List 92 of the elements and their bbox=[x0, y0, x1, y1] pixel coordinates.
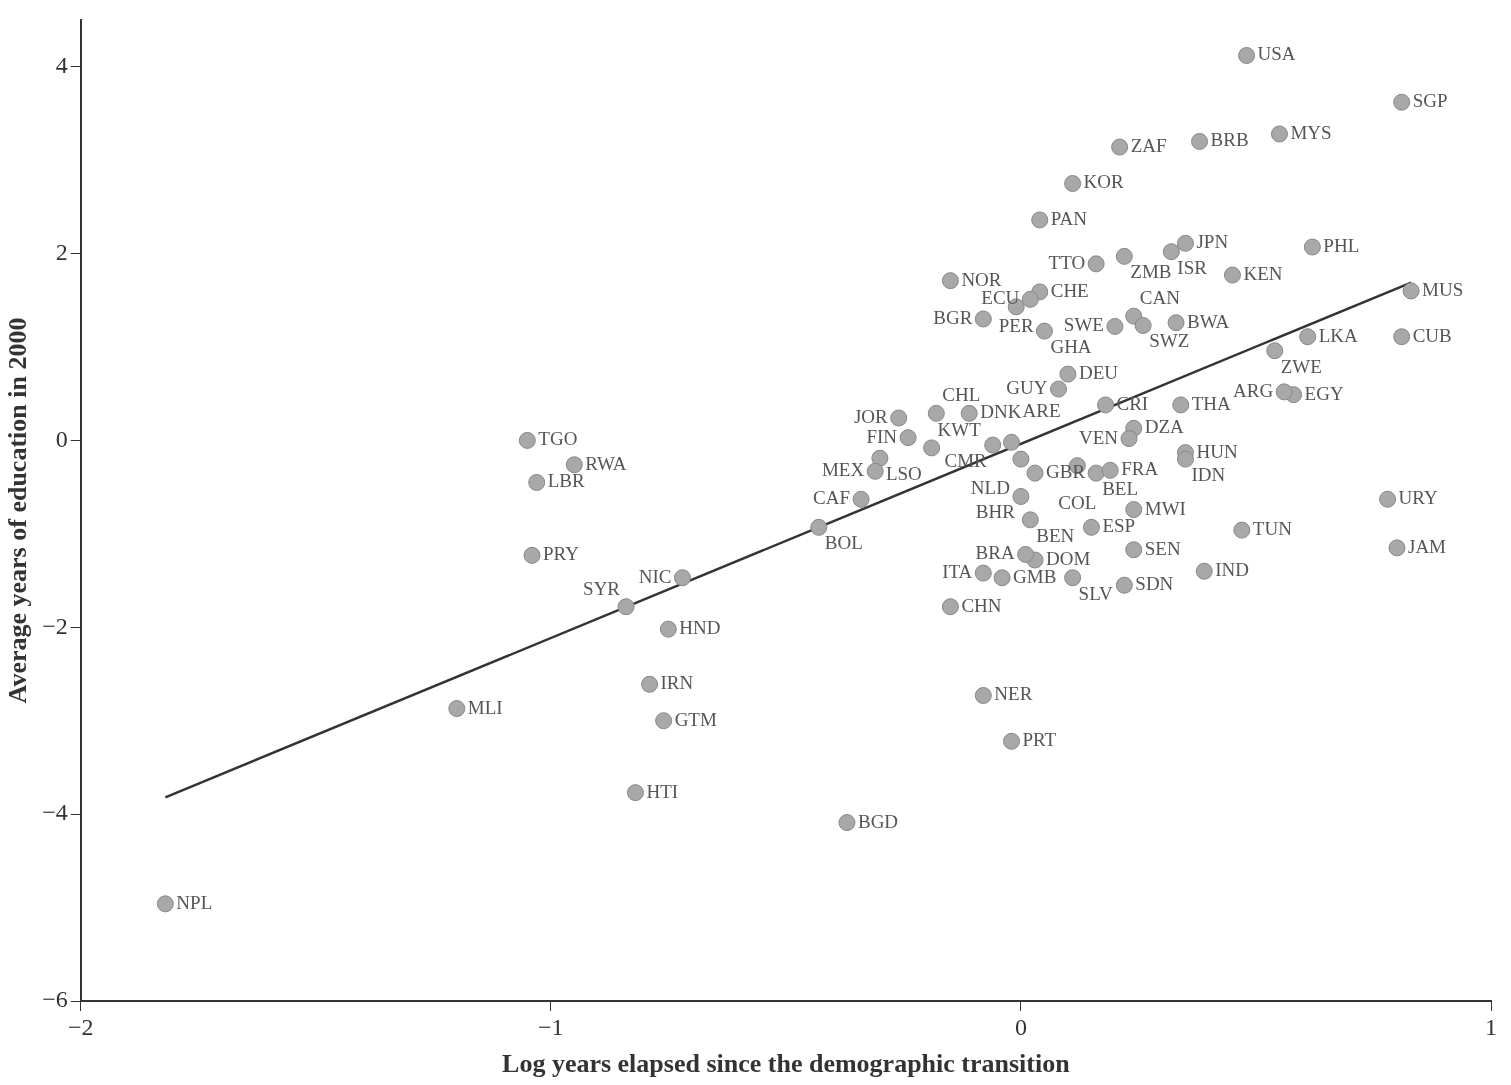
annotation: BEL bbox=[1102, 478, 1139, 500]
annotation: GHA bbox=[1050, 336, 1092, 358]
annotation: GBR bbox=[1046, 461, 1086, 483]
annotation: CHE bbox=[1050, 279, 1089, 301]
annotation: NER bbox=[994, 683, 1033, 705]
annotation: TTO bbox=[1048, 251, 1086, 273]
annotation: FIN bbox=[866, 425, 898, 447]
annotation: LSO bbox=[885, 463, 922, 485]
annotation: NIC bbox=[638, 565, 672, 587]
y-tick-label: −4 bbox=[42, 799, 68, 826]
annotation: BRA bbox=[975, 542, 1015, 564]
x-axis-title: Log years elapsed since the demographic transition bbox=[502, 1049, 1071, 1079]
annotation: BOL bbox=[824, 532, 863, 554]
annotation: SGP bbox=[1412, 90, 1448, 112]
annotation: FRA bbox=[1121, 458, 1159, 480]
annotation: CAN bbox=[1139, 287, 1181, 309]
annotation: MLI bbox=[467, 696, 503, 718]
annotation: SWE bbox=[1063, 314, 1104, 336]
annotation: LKA bbox=[1318, 324, 1358, 346]
x-tick-label: 1 bbox=[1485, 1013, 1497, 1040]
annotation: SEN bbox=[1144, 537, 1181, 559]
annotation: URY bbox=[1398, 487, 1438, 509]
annotation: SWZ bbox=[1149, 330, 1190, 352]
annotation: BHR bbox=[975, 501, 1016, 523]
annotation: PRT bbox=[1022, 729, 1057, 751]
annotation: GUY bbox=[1006, 377, 1048, 399]
annotation: KEN bbox=[1243, 263, 1283, 285]
annotation: RWA bbox=[585, 452, 627, 474]
annotation: NPL bbox=[176, 891, 213, 913]
annotation: ARG bbox=[1233, 379, 1274, 401]
annotation: DEU bbox=[1078, 362, 1119, 384]
x-tick-label: −1 bbox=[538, 1013, 564, 1040]
annotation: GTM bbox=[674, 708, 717, 730]
annotation: LBR bbox=[547, 470, 585, 492]
annotation: BEN bbox=[1036, 524, 1075, 546]
annotation: ESP bbox=[1102, 515, 1136, 537]
annotation: BGR bbox=[933, 306, 973, 328]
annotation: ISR bbox=[1177, 256, 1208, 278]
annotation: ZAF bbox=[1130, 135, 1167, 157]
annotation: THA bbox=[1191, 392, 1232, 414]
annotation: SDN bbox=[1135, 573, 1174, 595]
annotation: USA bbox=[1257, 43, 1296, 65]
annotation: KOR bbox=[1083, 171, 1125, 193]
annotation: IND bbox=[1215, 559, 1250, 581]
annotation: DZA bbox=[1144, 416, 1185, 438]
annotation: DNK bbox=[980, 401, 1022, 423]
annotation: ZMB bbox=[1130, 261, 1172, 283]
annotation: CAF bbox=[813, 487, 851, 509]
annotation: IDN bbox=[1191, 464, 1226, 486]
annotation: NOR bbox=[961, 268, 1002, 290]
annotation: ECU bbox=[981, 287, 1020, 309]
annotation: JAM bbox=[1407, 535, 1447, 557]
annotation: PER bbox=[998, 314, 1034, 336]
annotation: CUB bbox=[1412, 324, 1452, 346]
annotation: TGO bbox=[538, 428, 578, 450]
y-tick-label: −2 bbox=[42, 612, 68, 639]
annotation: IRN bbox=[660, 672, 694, 694]
annotation: JPN bbox=[1196, 231, 1229, 253]
annotation: TUN bbox=[1252, 518, 1293, 540]
annotation: KWT bbox=[937, 418, 982, 440]
annotation: PHL bbox=[1323, 235, 1360, 257]
annotation: JOR bbox=[853, 405, 889, 427]
annotation: ZWE bbox=[1280, 355, 1322, 377]
annotation: CHL bbox=[942, 384, 981, 406]
annotation: CRI bbox=[1116, 392, 1149, 414]
annotation: MUS bbox=[1422, 278, 1464, 300]
annotation: HUN bbox=[1196, 440, 1238, 462]
annotation: MEX bbox=[821, 459, 865, 481]
annotation: HND bbox=[679, 617, 721, 639]
y-axis-title: Average years of education in 2000 bbox=[3, 317, 33, 704]
x-tick-label: 0 bbox=[1014, 1013, 1027, 1040]
annotation: CHN bbox=[961, 594, 1002, 616]
annotation: SLV bbox=[1078, 582, 1114, 604]
annotation: BWA bbox=[1187, 310, 1230, 332]
annotation: BGD bbox=[857, 810, 899, 832]
annotation: ARE bbox=[1022, 400, 1061, 422]
y-tick-label: −6 bbox=[42, 986, 68, 1013]
y-tick-label: 0 bbox=[55, 425, 68, 452]
annotation: MYS bbox=[1290, 121, 1332, 143]
annotation: BRB bbox=[1210, 129, 1249, 151]
annotation: SYR bbox=[583, 577, 621, 599]
annotation: PRY bbox=[543, 543, 580, 565]
annotation: NLD bbox=[970, 477, 1010, 499]
annotation: ITA bbox=[942, 561, 973, 583]
annotation: VEN bbox=[1078, 426, 1119, 448]
annotation: MWI bbox=[1144, 497, 1186, 519]
y-tick-label: 4 bbox=[55, 52, 68, 79]
y-tick-label: 2 bbox=[55, 238, 68, 265]
annotation: HTI bbox=[646, 780, 679, 802]
annotation: EGY bbox=[1304, 382, 1344, 404]
annotation: PAN bbox=[1050, 207, 1088, 229]
annotation: COL bbox=[1058, 491, 1097, 513]
